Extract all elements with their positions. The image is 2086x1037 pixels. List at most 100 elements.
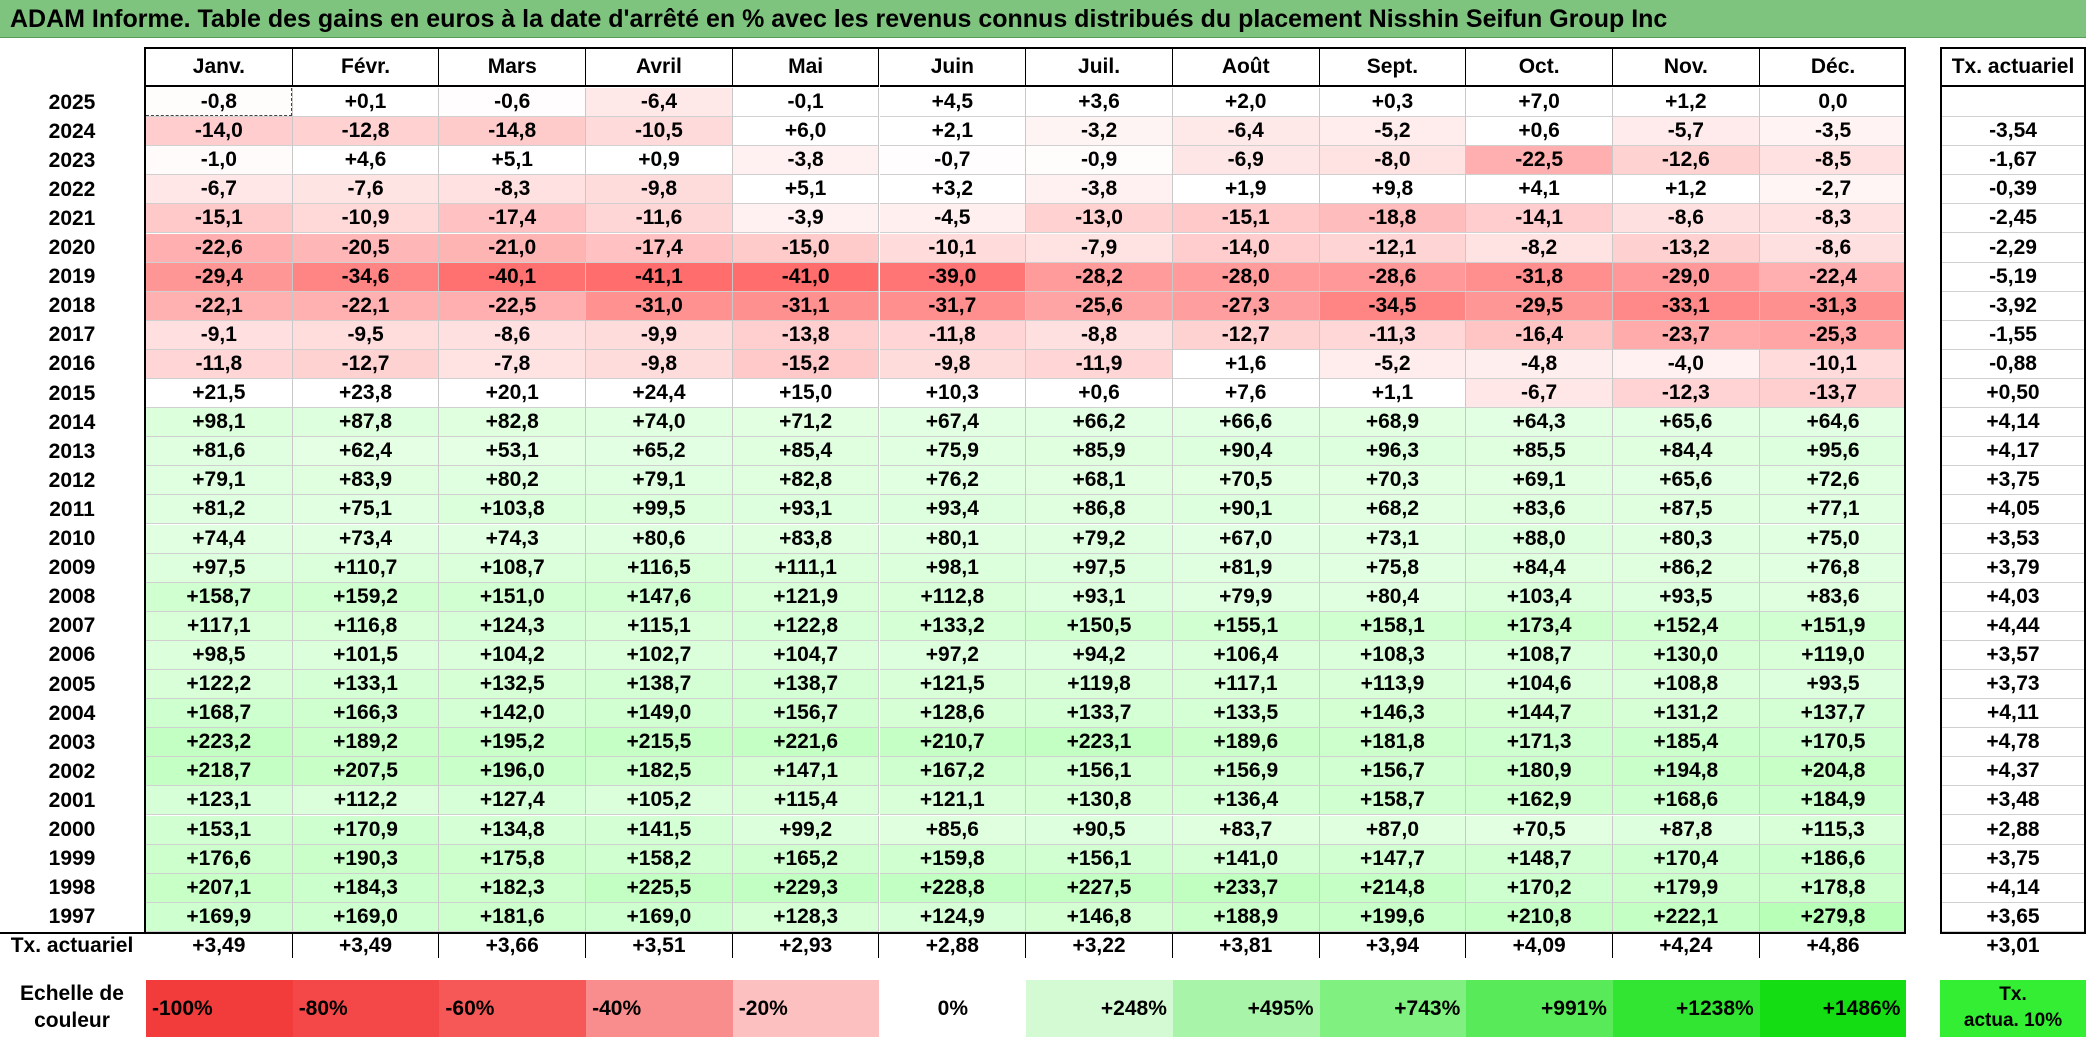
color-scale-swatch: -20% (732, 980, 880, 1037)
table-cell: +182,3 (439, 873, 587, 903)
footer-cell: +3,66 (439, 933, 587, 958)
annual-rate-cell: +0,50 (1942, 379, 2084, 409)
table-cell: -3,8 (1026, 175, 1173, 205)
month-header: Déc. (1759, 49, 1907, 87)
table-cell: +79,2 (1026, 524, 1173, 554)
table-cell: +178,8 (1759, 873, 1907, 903)
table-cell: +128,6 (879, 699, 1027, 729)
table-cell: -5,2 (1319, 117, 1467, 147)
table-cell: 0,0 (1759, 88, 1907, 118)
table-cell: +1,6 (1172, 349, 1320, 379)
table-cell: +158,7 (146, 582, 293, 612)
year-label: 2012 (48, 468, 96, 492)
table-cell: +0,6 (1466, 117, 1613, 147)
table-cell: +108,7 (1466, 640, 1613, 670)
table-cell: +137,7 (1759, 699, 1907, 729)
table-cell: -1,0 (146, 146, 293, 176)
table-cell: -31,8 (1466, 262, 1613, 292)
table-cell: +75,9 (879, 437, 1027, 467)
table-cell: +75,0 (1759, 524, 1907, 554)
year-label: 2016 (48, 352, 96, 376)
annual-rate-cell: +4,14 (1942, 874, 2084, 903)
footer-cell: +4,24 (1613, 933, 1760, 958)
table-cell: +170,9 (292, 815, 440, 845)
table-cell: -31,0 (586, 291, 733, 321)
table-cell: +5,1 (439, 146, 587, 176)
table-cell: +190,3 (292, 844, 440, 874)
table-cell: -11,8 (146, 349, 293, 379)
table-cell: -3,8 (732, 146, 880, 176)
table-cell: +76,8 (1759, 553, 1907, 583)
table-cell: +155,1 (1172, 611, 1320, 641)
table-cell: +227,5 (1026, 873, 1173, 903)
table-cell: +65,2 (586, 437, 733, 467)
table-cell: -10,9 (292, 204, 440, 234)
table-cell: +110,7 (292, 553, 440, 583)
table-cell: +80,2 (439, 466, 587, 496)
table-cell: +80,4 (1319, 582, 1467, 612)
footer-separator (144, 931, 1906, 934)
table-cell: -11,9 (1026, 349, 1173, 379)
annual-rate-legend-line1: Tx. (1999, 984, 2027, 1005)
table-cell: -8,5 (1759, 146, 1907, 176)
table-cell: -28,2 (1026, 262, 1173, 292)
table-cell: +0,1 (292, 88, 440, 118)
footer-label: Tx. actuariel (10, 933, 134, 957)
year-label: 2024 (48, 119, 96, 143)
footer-total: +3,01 (1986, 933, 2040, 957)
table-cell: +87,5 (1613, 495, 1760, 525)
table-cell: -14,1 (1466, 204, 1613, 234)
table-cell: +133,5 (1172, 699, 1320, 729)
table-cell: +175,8 (439, 844, 587, 874)
year-label: 2002 (48, 759, 96, 783)
color-scale-swatch: +1238% (1613, 980, 1760, 1037)
year-label: 2014 (48, 410, 96, 434)
color-scale-swatch: +1486% (1759, 980, 1907, 1037)
table-cell: +64,6 (1759, 408, 1907, 438)
table-cell: +68,1 (1026, 466, 1173, 496)
table-cell: +93,4 (879, 495, 1027, 525)
year-label: 2015 (48, 381, 96, 405)
table-cell: +184,3 (292, 873, 440, 903)
annual-rate-cell: -1,55 (1942, 321, 2084, 350)
table-cell: +189,6 (1172, 728, 1320, 758)
table-cell: +1,2 (1613, 175, 1760, 205)
month-header: Nov. (1613, 49, 1760, 87)
table-cell: +65,6 (1613, 466, 1760, 496)
table-cell: +166,3 (292, 699, 440, 729)
table-cell: +79,1 (586, 466, 733, 496)
table-cell: +204,8 (1759, 757, 1907, 787)
year-label: 2004 (48, 701, 96, 725)
footer-cell: +3,51 (586, 933, 733, 958)
table-cell: +80,1 (879, 524, 1027, 554)
table-cell: +80,6 (586, 524, 733, 554)
table-cell: +2,0 (1172, 88, 1320, 118)
table-cell: +123,1 (146, 786, 293, 816)
table-cell: +94,2 (1026, 640, 1173, 670)
table-cell: +4,1 (1466, 175, 1613, 205)
table-cell: -12,6 (1613, 146, 1760, 176)
table-cell: +7,6 (1172, 379, 1320, 409)
table-cell: +195,2 (439, 728, 587, 758)
footer-cell: +4,09 (1466, 933, 1613, 958)
table-cell: +73,1 (1319, 524, 1467, 554)
table-cell: +156,9 (1172, 757, 1320, 787)
table-cell: +108,3 (1319, 640, 1467, 670)
table-cell: +74,3 (439, 524, 587, 554)
annual-rate-cell: +4,11 (1942, 699, 2084, 729)
table-cell: -27,3 (1172, 291, 1320, 321)
table-cell: -6,7 (1466, 379, 1613, 409)
table-cell: +133,1 (292, 670, 440, 700)
table-cell: -12,1 (1319, 233, 1467, 263)
table-cell: +121,9 (732, 582, 880, 612)
table-cell: +225,5 (586, 873, 733, 903)
month-header: Avril (586, 49, 733, 87)
table-cell: +86,2 (1613, 553, 1760, 583)
table-cell: +186,6 (1759, 844, 1907, 874)
table-cell: +103,8 (439, 495, 587, 525)
table-cell: +66,2 (1026, 408, 1173, 438)
table-cell: +24,4 (586, 379, 733, 409)
table-cell: +101,5 (292, 640, 440, 670)
table-cell: +86,8 (1026, 495, 1173, 525)
table-cell: -6,7 (146, 175, 293, 205)
